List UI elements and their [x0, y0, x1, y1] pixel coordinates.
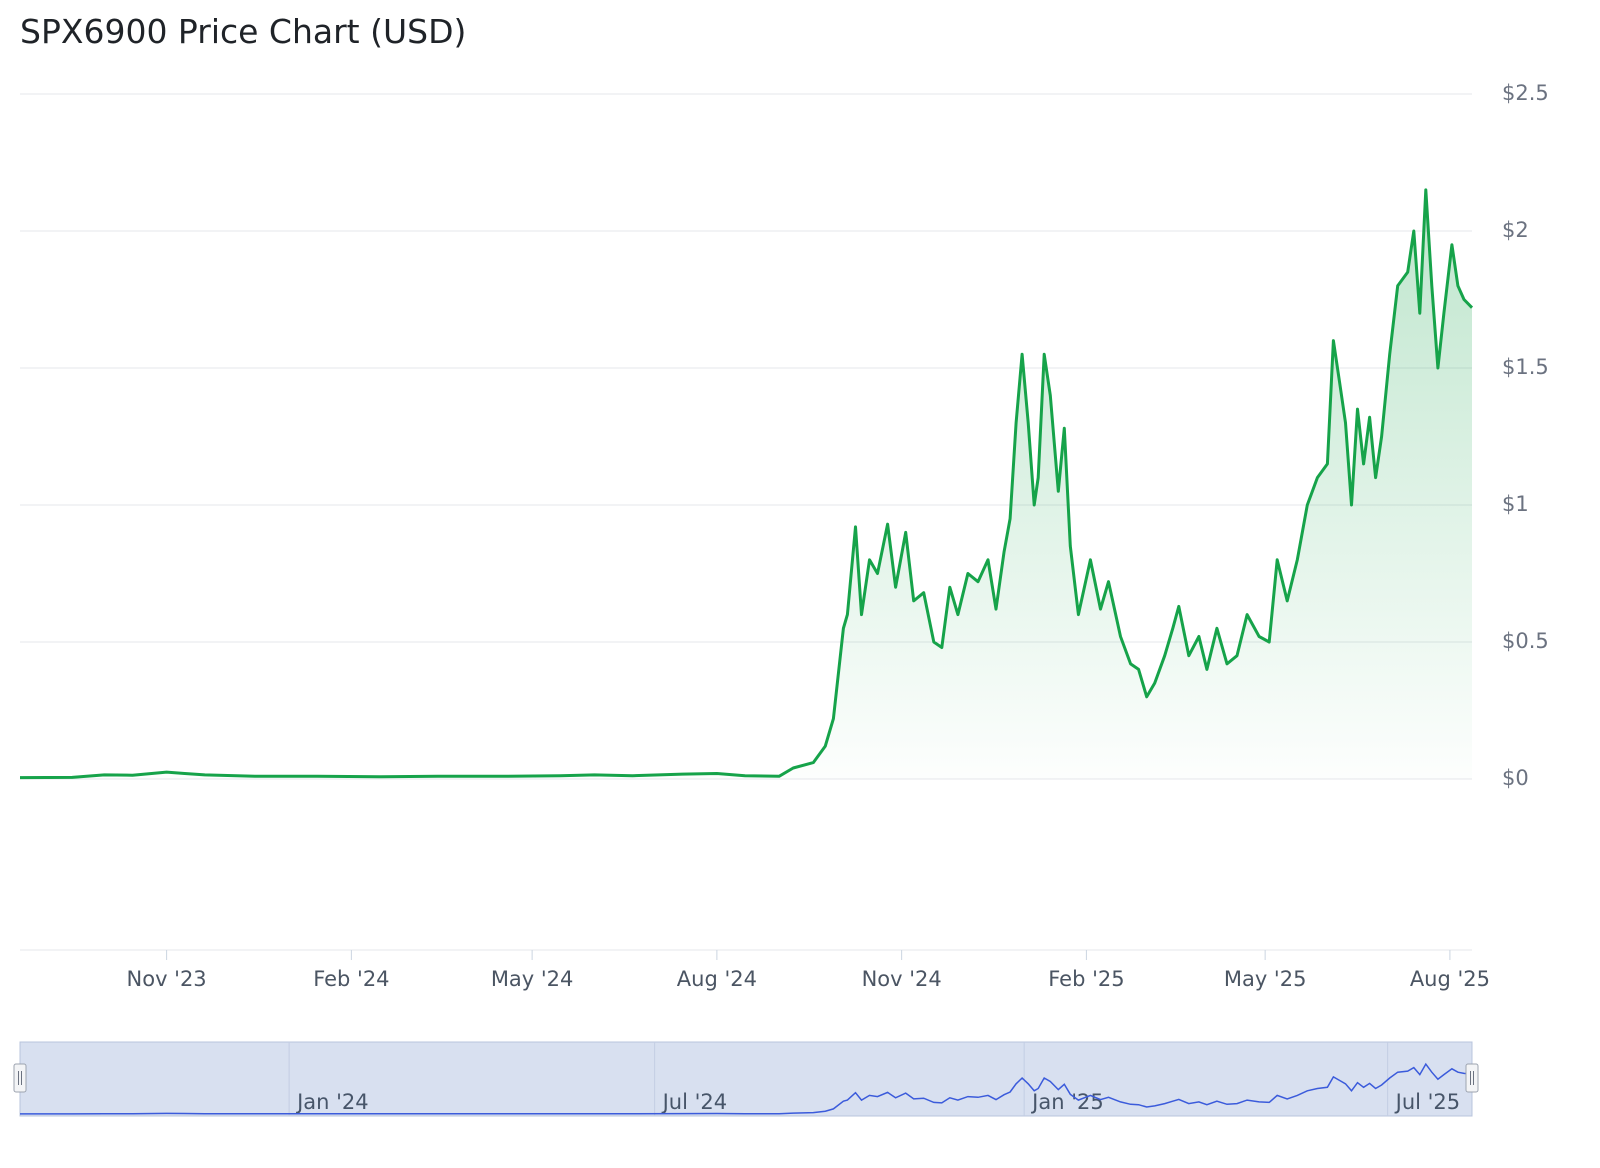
navigator-series-line	[20, 1062, 1473, 1115]
navigator-left-handle[interactable]	[13, 1063, 27, 1093]
price-area-fill	[20, 189, 1472, 779]
navigator-tick-label: Jul '25	[1394, 1090, 1461, 1114]
navigator-tick-label: Jul '24	[661, 1090, 728, 1114]
price-line	[19, 188, 1474, 780]
navigator[interactable]: Jan '24 Jul '24 Jan '25 Jul '25	[13, 1041, 1479, 1117]
price-series-line	[19, 188, 1474, 780]
x-axis: Nov '23 Feb '24 May '24 Aug '24 Nov '24 Feb '…	[127, 950, 1490, 991]
navigator-right-handle[interactable]	[1465, 1063, 1479, 1093]
x-tick-label: Aug '25	[1410, 967, 1490, 991]
y-tick-label: $0.5	[1502, 629, 1549, 653]
x-tick-label: Feb '25	[1048, 967, 1124, 991]
x-tick-label: Nov '24	[862, 967, 942, 991]
x-tick-label: Aug '24	[677, 967, 757, 991]
x-tick-label: Feb '24	[313, 967, 389, 991]
y-tick-label: $0	[1502, 766, 1529, 790]
y-tick-label: $2.5	[1502, 81, 1549, 105]
navigator-tick-label: Jan '24	[295, 1090, 369, 1114]
grid-lines	[20, 93, 1472, 951]
y-tick-label: $2	[1502, 218, 1529, 242]
x-tick-label: May '24	[491, 967, 574, 991]
x-tick-label: Nov '23	[127, 967, 207, 991]
price-area	[20, 189, 1472, 779]
navigator-selection	[19, 1041, 1473, 1117]
y-tick-label: $1	[1502, 492, 1529, 516]
x-tick-label: May '25	[1224, 967, 1307, 991]
y-tick-label: $1.5	[1502, 355, 1549, 379]
navigator-tick-label: Jan '25	[1030, 1090, 1104, 1114]
chart-title: SPX6900 Price Chart (USD)	[20, 12, 467, 51]
y-axis: $2.5 $2 $1.5 $1 $0.5 $0	[1502, 81, 1549, 790]
